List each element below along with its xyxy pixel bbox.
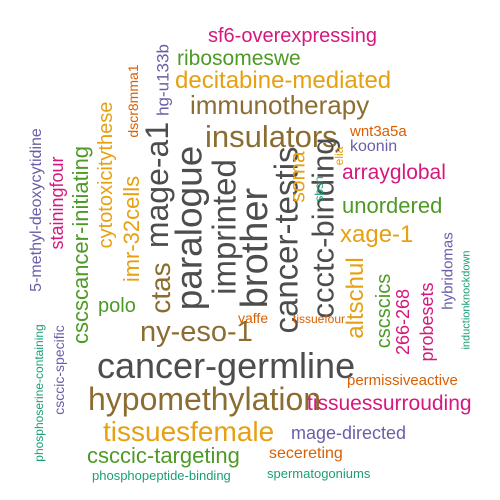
word-5-methyl-deoxycytidine: 5-methyl-deoxycytidine xyxy=(28,128,45,292)
word-csccic-specific: csccic-specific xyxy=(51,325,67,415)
word-tissuesfemale: tissuesfemale xyxy=(103,416,275,447)
word-mage-directed: mage-directed xyxy=(291,423,407,443)
word-imr-32cells: imr-32cells xyxy=(119,175,144,283)
word-cscscics: cscscics xyxy=(373,273,395,349)
word-yaffe: yaffe xyxy=(238,310,269,326)
word-koonin: koonin xyxy=(350,138,398,155)
word-cytotoxicitythese: cytotoxicitythese xyxy=(95,101,117,249)
word-cscscancer-initiating: cscscancer-initiating xyxy=(68,145,93,345)
word-probesets: probesets xyxy=(417,282,437,362)
word-wnt3a5a: wnt3a5a xyxy=(350,123,407,140)
word-altschul: altschul xyxy=(342,257,369,339)
word-ny-eso-1: ny-eso-1 xyxy=(140,316,253,348)
word-ctas: ctas xyxy=(145,262,176,314)
word-arrayglobal: arrayglobal xyxy=(342,161,446,184)
word-dscr8mma1: dscr8mma1 xyxy=(125,64,141,138)
word-decitabine-mediated: decitabine-mediated xyxy=(175,67,392,94)
word-hybridomas: hybridomas xyxy=(439,232,457,310)
word-permissiveactive: permissiveactive xyxy=(347,372,458,389)
word-tissuefour: tissuefour xyxy=(293,312,346,326)
word-sf6-overexpressing: sf6-overexpressing xyxy=(208,25,377,47)
word-unordered: unordered xyxy=(342,193,443,218)
word-ribosomeswe: ribosomeswe xyxy=(177,47,301,70)
word-spermatogoniums: spermatogoniums xyxy=(267,466,371,481)
word-paralogue: paralogue xyxy=(168,145,210,311)
word-phosphopeptide-binding: phosphopeptide-binding xyxy=(92,468,231,483)
word-tissuessurrouding: tissuessurrouding xyxy=(307,392,472,415)
word-cancer-germline: cancer-germline xyxy=(97,345,356,386)
word-soma: soma xyxy=(286,151,310,203)
word-elia: elia xyxy=(332,146,346,166)
word-phosphoserine-containing: phosphoserine-containing xyxy=(32,324,46,462)
word-insulators: insulators xyxy=(205,119,338,154)
word-sbsn: sbsn xyxy=(312,176,326,202)
word-inductionknockdown: inductionknockdown xyxy=(460,250,473,350)
word-hg-u133b: hg-u133b xyxy=(153,44,173,116)
word-stainingfour: stainingfour xyxy=(47,156,67,250)
word-hypomethylation: hypomethylation xyxy=(88,381,322,417)
word-csccic-targeting: csccic-targeting xyxy=(87,443,240,468)
word-secereting: secereting xyxy=(269,445,343,462)
word-polo: polo xyxy=(98,295,136,317)
word-266-268: 266-268 xyxy=(393,288,413,356)
word-immunotherapy: immunotherapy xyxy=(190,90,370,120)
word-xage-1: xage-1 xyxy=(340,221,414,248)
